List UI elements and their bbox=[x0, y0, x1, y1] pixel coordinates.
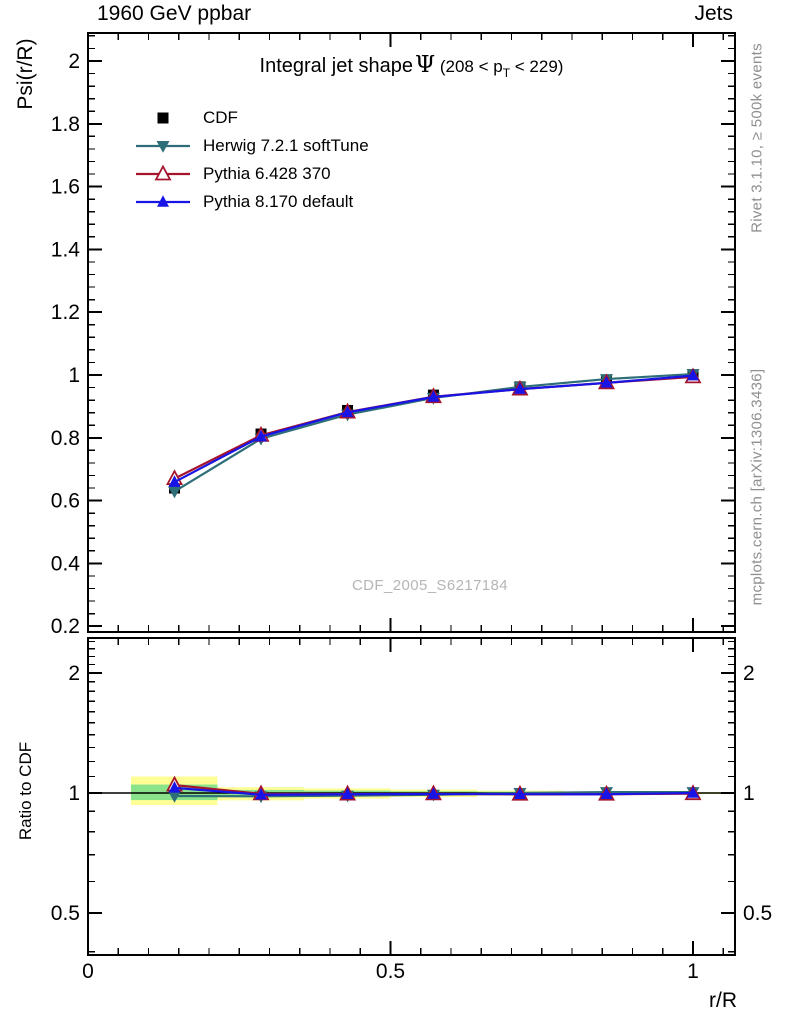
x-tick-label: 0 bbox=[82, 960, 94, 983]
plot-title-text: Integral jet shape bbox=[259, 55, 413, 77]
legend-label: Pythia 8.170 default bbox=[203, 192, 354, 211]
legend-label: Pythia 6.428 370 bbox=[203, 164, 331, 183]
marker-triangle-down bbox=[168, 790, 182, 803]
y-tick-label-main: 0.4 bbox=[51, 552, 81, 575]
y-tick-label-ratio-left: 0.5 bbox=[51, 902, 80, 925]
y-tick-label-main: 0.6 bbox=[51, 490, 80, 513]
legend-item-pythia-8-170-default: Pythia 8.170 default bbox=[134, 188, 369, 216]
marker-triangle-up bbox=[341, 787, 354, 800]
y-tick-label-ratio-right: 0.5 bbox=[743, 902, 772, 925]
main-panel-frame bbox=[87, 32, 736, 633]
legend-label: Herwig 7.2.1 softTune bbox=[203, 136, 369, 155]
marker-triangle-up bbox=[600, 376, 613, 388]
x-tick-label: 0.5 bbox=[376, 960, 405, 983]
marker-triangle-up bbox=[600, 787, 613, 800]
ratio-panel-frame bbox=[87, 637, 736, 956]
data-series bbox=[166, 367, 702, 804]
legend-item-pythia-6-428-370: Pythia 6.428 370 bbox=[134, 160, 369, 188]
plot-title: Integral jet shapeΨ (208 < pT < 229) bbox=[88, 52, 735, 80]
y-tick-label-main: 1.4 bbox=[51, 238, 81, 261]
marker-triangle-down bbox=[168, 486, 182, 499]
marker-square bbox=[157, 112, 169, 124]
legend-label: CDF bbox=[203, 108, 238, 127]
marker-triangle-up bbox=[687, 786, 699, 798]
y-tick-label-ratio-left: 2 bbox=[68, 662, 80, 685]
legend-item-cdf: CDF bbox=[134, 104, 369, 132]
axis-tick-labels: 0.2 0.4 0.6 0.8 1 1.2 1.4 1.6 1.8 2 0.5 0.5 1 1 2 2 0 0.5… bbox=[51, 50, 772, 983]
marker-triangle-up bbox=[687, 368, 699, 381]
legend: CDF Herwig 7.2.1 softTune Pythia 6.428 370… bbox=[134, 104, 369, 216]
axis-ticks bbox=[87, 33, 735, 955]
series-herwig-7-2-1-softtune bbox=[168, 369, 700, 804]
y-tick-label-ratio-left: 1 bbox=[68, 782, 80, 805]
y-tick-label-main: 2 bbox=[68, 50, 80, 73]
pt-range-prefix: (208 < p bbox=[435, 57, 503, 76]
marker-triangle-up bbox=[513, 787, 526, 800]
legend-marker bbox=[136, 141, 190, 153]
pt-range-suffix: < 229) bbox=[510, 57, 564, 76]
series-pythia-6-428-370 bbox=[166, 367, 702, 801]
panel-frames bbox=[87, 32, 736, 956]
y-tick-label-main: 1 bbox=[68, 364, 80, 387]
y-tick-label-main: 0.2 bbox=[51, 615, 80, 638]
marker-triangle-up bbox=[427, 787, 440, 799]
y-tick-label-main: 1.2 bbox=[51, 301, 80, 324]
legend-item-herwig-7-2-1-softtune: Herwig 7.2.1 softTune bbox=[134, 132, 369, 160]
series-pythia-8-170-default bbox=[168, 368, 699, 800]
pt-range-subscript: T bbox=[502, 66, 511, 80]
header-beam-label: 1960 GeV ppbar bbox=[97, 2, 252, 25]
legend-marker bbox=[136, 195, 190, 207]
x-tick-label: 1 bbox=[687, 960, 699, 983]
y-tick-label-ratio-right: 2 bbox=[743, 662, 755, 685]
legend-marker bbox=[157, 112, 169, 124]
marker-triangle-up bbox=[255, 787, 268, 800]
marker-triangle-up bbox=[427, 390, 440, 402]
header-process-label: Jets bbox=[694, 2, 733, 25]
y-tick-label-main: 1.6 bbox=[51, 176, 80, 199]
marker-triangle-up bbox=[157, 195, 169, 207]
y-tick-label-ratio-right: 1 bbox=[743, 782, 755, 805]
marker-triangle-up bbox=[255, 429, 268, 442]
y-tick-label-main: 0.8 bbox=[51, 427, 80, 450]
marker-triangle-open bbox=[154, 164, 172, 181]
marker-triangle-up bbox=[341, 405, 354, 418]
psi-symbol: Ψ bbox=[414, 52, 436, 78]
y-tick-label-main: 1.8 bbox=[51, 113, 80, 136]
marker-triangle-up bbox=[168, 781, 181, 793]
x-axis-label: r/R bbox=[709, 989, 737, 1012]
marker-triangle-down bbox=[156, 141, 170, 153]
analysis-id-watermark: CDF_2005_S6217184 bbox=[351, 577, 509, 594]
marker-triangle-up bbox=[513, 382, 526, 394]
marker-triangle-up bbox=[168, 475, 181, 487]
legend-marker bbox=[136, 164, 190, 181]
